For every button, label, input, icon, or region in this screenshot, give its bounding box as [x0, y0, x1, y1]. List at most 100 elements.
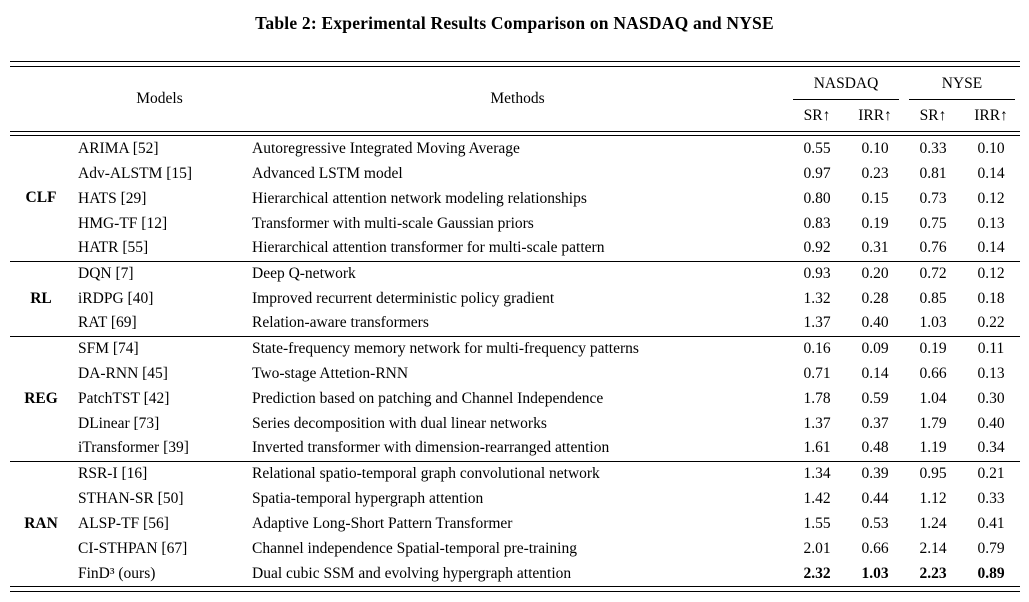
value-cell: 0.71	[803, 364, 831, 382]
value-cell: 0.53	[861, 514, 889, 532]
table-row: Adv-ALSTM [15] Advanced LSTM model 0.97 0.2…	[10, 161, 1020, 186]
group-label-ran: RAN	[10, 460, 72, 586]
method-cell: Prediction based on patching and Channel…	[252, 389, 604, 407]
method-cell: Inverted transformer with dimension-rear…	[252, 439, 610, 457]
value-cell: 0.95	[904, 460, 962, 486]
value-cell: 0.15	[861, 189, 889, 207]
top-rule-row	[10, 61, 1020, 67]
value-cell: 0.66	[919, 364, 947, 382]
table-row: CI-STHPAN [67] Channel independence Spati…	[10, 536, 1020, 561]
value-cell: 0.83	[803, 214, 831, 232]
value-cell: 1.37	[803, 414, 831, 432]
method-cell: Hierarchical attention transformer for m…	[252, 239, 605, 257]
table-row: PatchTST [42] Prediction based on patchin…	[10, 386, 1020, 411]
model-cell: HATS [29]	[78, 189, 147, 207]
value-cell: 2.01	[803, 539, 831, 557]
method-cell: Series decomposition with dual linear ne…	[252, 414, 547, 432]
method-cell: Channel independence Spatial-temporal pr…	[252, 539, 577, 557]
results-table: Models Methods NASDAQ NYSE SR↑ IRR↑ SR↑ …	[10, 61, 1020, 592]
model-cell: HATR [55]	[78, 239, 149, 257]
group-label-clf: CLF	[25, 189, 57, 207]
model-cell: DQN [7]	[72, 260, 247, 286]
col-header-nasdaq-sr: SR↑	[803, 106, 831, 124]
table-row: RAT [69] Relation-aware transformers 1.37 0…	[10, 311, 1020, 336]
value-cell: 0.93	[788, 260, 846, 286]
model-cell: DA-RNN [45]	[78, 364, 168, 382]
header-row-1: Models Methods NASDAQ NYSE	[10, 67, 1020, 107]
table-row: HMG-TF [12] Transformer with multi-scale …	[10, 211, 1020, 236]
value-cell: 0.11	[962, 335, 1020, 361]
value-cell: 0.80	[803, 189, 831, 207]
value-cell: 0.31	[861, 239, 889, 257]
value-cell: 0.23	[861, 164, 889, 182]
model-cell: RSR-I [16]	[72, 460, 247, 486]
header-bottom-rule-row	[10, 130, 1020, 136]
table-row: FinD³ (ours) Dual cubic SSM and evolving …	[10, 561, 1020, 586]
value-cell: 1.19	[919, 439, 947, 457]
model-cell: PatchTST [42]	[78, 389, 170, 407]
value-cell: 0.12	[962, 260, 1020, 286]
value-cell: 0.16	[788, 335, 846, 361]
table-row: CLF ARIMA [52] Autoregressive Integrated M…	[10, 136, 1020, 207]
value-cell: 0.14	[977, 239, 1005, 257]
value-cell: 1.12	[919, 489, 947, 507]
value-cell: 1.04	[919, 389, 947, 407]
group-label-rl: RL	[10, 260, 72, 336]
value-cell: 0.89	[977, 564, 1005, 582]
value-cell: 0.39	[846, 460, 904, 486]
model-cell: Adv-ALSTM [15]	[78, 164, 193, 182]
header-row-2: SR↑ IRR↑ SR↑ IRR↑	[10, 101, 1020, 131]
table-caption: Table 2: Experimental Results Comparison…	[255, 13, 774, 33]
table-row: HATR [55] Hierarchical attention transfor…	[10, 236, 1020, 261]
table-row: DA-RNN [45] Two-stage Attetion-RNN 0.71 0.1…	[10, 361, 1020, 386]
value-cell: 1.03	[861, 564, 889, 582]
value-cell: 0.72	[904, 260, 962, 286]
value-cell: 1.78	[803, 389, 831, 407]
table-row: RAN RSR-I [16] Relational spatio-temporal …	[10, 460, 1020, 586]
model-cell: ARIMA [52]	[78, 139, 159, 157]
value-cell: 1.03	[919, 314, 947, 332]
value-cell: 1.42	[803, 489, 831, 507]
bottom-rule-row	[10, 586, 1020, 592]
value-cell: 0.13	[977, 214, 1005, 232]
col-header-nyse-sr: SR↑	[919, 106, 947, 124]
value-cell: 0.48	[861, 439, 889, 457]
method-cell: Relation-aware transformers	[252, 314, 429, 332]
value-cell: 0.21	[962, 460, 1020, 486]
value-cell: 0.14	[977, 164, 1005, 182]
value-cell: 0.37	[861, 414, 889, 432]
col-header-methods: Methods	[490, 89, 545, 107]
value-cell: 0.28	[861, 289, 889, 307]
value-cell: 0.19	[861, 214, 889, 232]
model-cell: CI-STHPAN [67]	[78, 539, 188, 557]
value-cell: 0.66	[861, 539, 889, 557]
value-cell: 0.81	[919, 164, 947, 182]
model-cell: HMG-TF [12]	[78, 214, 168, 232]
value-cell: 0.73	[919, 189, 947, 207]
table-footer	[10, 586, 1020, 592]
method-cell: State-frequency memory network for multi…	[247, 335, 788, 361]
value-cell: 0.13	[977, 364, 1005, 382]
value-cell: 2.23	[919, 564, 947, 582]
value-cell: 0.76	[919, 239, 947, 257]
table-row: STHAN-SR [50] Spatia-temporal hypergraph …	[10, 486, 1020, 511]
method-cell: Advanced LSTM model	[252, 164, 403, 182]
table-row: ALSP-TF [56] Adaptive Long-Short Pattern …	[10, 511, 1020, 536]
value-cell: 0.44	[861, 489, 889, 507]
value-cell: 1.34	[788, 460, 846, 486]
value-cell: 0.55	[803, 139, 831, 157]
value-cell: 0.10	[861, 139, 889, 157]
group-label-reg: REG	[10, 335, 72, 461]
table-row: RL DQN [7] Deep Q-network 0.93 0.20 0.72 0.12	[10, 260, 1020, 336]
method-cell: Deep Q-network	[247, 260, 788, 286]
method-cell: Adaptive Long-Short Pattern Transformer	[252, 514, 513, 532]
table-body: CLF ARIMA [52] Autoregressive Integrated M…	[10, 136, 1020, 586]
col-header-nyse: NYSE	[904, 67, 1020, 101]
method-cell: Two-stage Attetion-RNN	[252, 364, 409, 382]
value-cell: 0.85	[919, 289, 947, 307]
method-cell: Hierarchical attention network modeling …	[252, 189, 587, 207]
method-cell: Spatia-temporal hypergraph attention	[252, 489, 484, 507]
model-cell: FinD³ (ours)	[78, 564, 156, 582]
value-cell: 0.41	[977, 514, 1005, 532]
group-column-header	[10, 67, 72, 131]
